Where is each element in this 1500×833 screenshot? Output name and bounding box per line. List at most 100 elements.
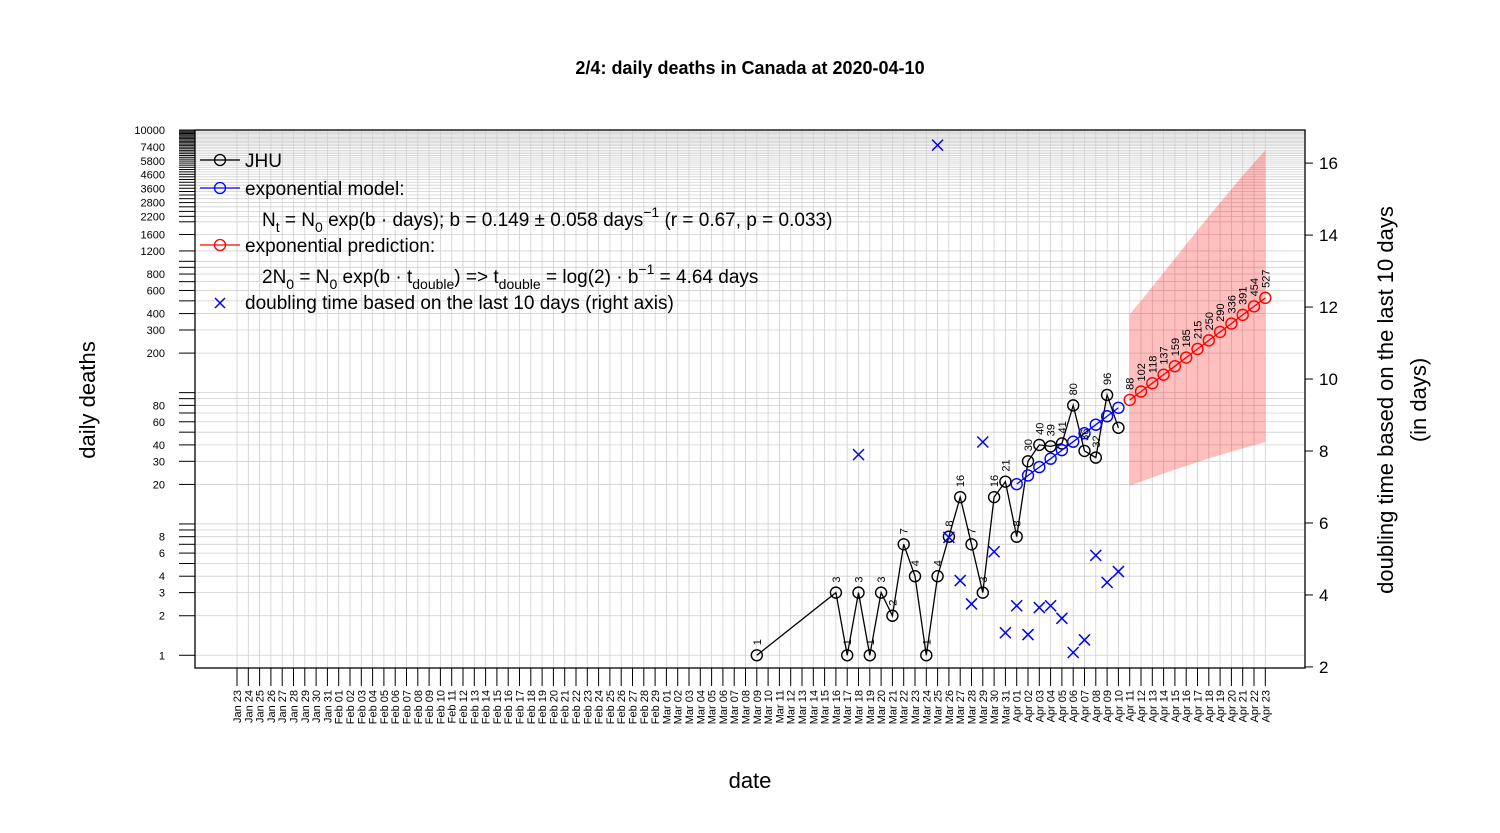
x-tick-label: Feb 15 xyxy=(492,690,504,724)
right-axis: 2 4 6 8 10 12 14 16 xyxy=(1305,154,1338,677)
x-axis-title: date xyxy=(729,768,772,793)
jhu-data-label: 1 xyxy=(865,639,877,645)
doubling-cross xyxy=(852,448,865,461)
jhu-data-label: 2 xyxy=(887,600,899,606)
doubling-cross xyxy=(1067,646,1080,659)
prediction-point xyxy=(1259,291,1272,305)
jhu-data-label: 4 xyxy=(933,560,945,566)
chart-title: 2/4: daily deaths in Canada at 2020-04-1… xyxy=(575,58,924,78)
x-tick-label: Mar 10 xyxy=(763,690,775,724)
legend-label-model: exponential model: xyxy=(245,179,405,200)
y2-tick-label: 8 xyxy=(1319,442,1328,461)
x-tick-label: Feb 07 xyxy=(402,690,414,724)
y-tick-label: 1200 xyxy=(141,246,165,258)
model-point xyxy=(1100,410,1114,423)
prediction-point xyxy=(1202,334,1216,347)
x-tick-label: Feb 03 xyxy=(356,690,368,724)
jhu-point xyxy=(1078,444,1091,458)
prediction-data-label: 137 xyxy=(1159,346,1171,364)
prediction-point xyxy=(1179,351,1193,364)
x-tick-label: Jan 24 xyxy=(243,690,255,723)
y-tick-label: 3 xyxy=(159,588,165,600)
model-point xyxy=(1078,427,1091,440)
model-point xyxy=(1044,452,1057,465)
x-tick-label: Apr 18 xyxy=(1204,690,1216,722)
legend-symbol-jhu xyxy=(213,153,227,167)
y-tick-label: 2200 xyxy=(141,211,165,223)
x-tick-label: Jan 29 xyxy=(300,690,312,723)
x-tick-label: Apr 12 xyxy=(1136,690,1148,722)
x-tick-label: Mar 01 xyxy=(661,690,673,724)
x-tick-label: Feb 14 xyxy=(481,690,493,724)
x-tick-label: Mar 17 xyxy=(842,690,854,724)
x-tick-label: Feb 21 xyxy=(560,690,572,724)
x-tick-label: Mar 20 xyxy=(876,690,888,724)
x-tick-label: Apr 05 xyxy=(1057,690,1069,722)
x-tick-label: Mar 25 xyxy=(933,690,945,724)
prediction-data-label: 159 xyxy=(1170,338,1182,356)
prediction-data-label: 215 xyxy=(1193,321,1205,339)
x-tick-label: Feb 23 xyxy=(582,690,594,724)
jhu-data-label: 21 xyxy=(1000,459,1012,471)
prediction-point xyxy=(1191,342,1204,356)
prediction-point xyxy=(1225,317,1238,330)
jhu-data-label: 3 xyxy=(831,576,843,582)
x-tick-label: Apr 02 xyxy=(1023,690,1035,722)
x-tick-label: Apr 09 xyxy=(1102,690,1114,722)
x-tick-label: Apr 19 xyxy=(1215,690,1227,722)
prediction-data-label: 185 xyxy=(1181,329,1193,347)
y-tick-label: 7400 xyxy=(141,142,165,154)
jhu-data-label: 3 xyxy=(854,576,866,582)
doubling-cross xyxy=(1101,576,1114,589)
x-tick-label: Mar 29 xyxy=(978,690,990,724)
jhu-data-label: 4 xyxy=(910,560,922,566)
jhu-data-label: 16 xyxy=(955,475,967,487)
doubling-cross xyxy=(1078,633,1091,646)
jhu-point xyxy=(908,570,922,583)
x-tick-label: Feb 01 xyxy=(334,690,346,724)
jhu-point xyxy=(1021,455,1035,468)
doubling-cross xyxy=(1089,549,1102,562)
x-tick-label: Feb 12 xyxy=(458,690,470,724)
x-tick-label: Mar 16 xyxy=(831,690,843,724)
x-tick-label: Feb 18 xyxy=(526,690,538,724)
doubling-cross xyxy=(999,626,1012,639)
y-tick-label: 10000 xyxy=(134,125,165,137)
jhu-data-label: 1 xyxy=(921,639,933,645)
x-tick-label: Mar 27 xyxy=(955,690,967,724)
x-tick-label: Feb 06 xyxy=(390,690,402,724)
x-tick-label: Mar 30 xyxy=(989,690,1001,724)
x-tick-label: Jan 28 xyxy=(289,690,301,723)
y-tick-label: 600 xyxy=(147,285,165,297)
x-tick-label: Mar 23 xyxy=(910,690,922,724)
prediction-data-label: 250 xyxy=(1204,312,1216,330)
x-tick-label: Mar 15 xyxy=(820,690,832,724)
y2-tick-label: 14 xyxy=(1319,226,1338,245)
y-tick-label: 4 xyxy=(159,571,165,583)
x-tick-label: Mar 26 xyxy=(944,690,956,724)
y2-tick-label: 10 xyxy=(1319,370,1338,389)
jhu-data-label: 1 xyxy=(752,639,764,645)
x-tick-label: Feb 24 xyxy=(594,690,606,724)
x-tick-label: Feb 09 xyxy=(424,690,436,724)
x-tick-label: Apr 13 xyxy=(1147,690,1159,722)
jhu-data-label: 32 xyxy=(1091,435,1103,447)
x-tick-label: Jan 30 xyxy=(311,690,323,723)
jhu-point xyxy=(987,490,1001,504)
prediction-data-label: 118 xyxy=(1147,356,1159,374)
x-tick-label: Mar 09 xyxy=(752,690,764,724)
x-tick-label: Apr 14 xyxy=(1159,690,1171,722)
y2-tick-label: 2 xyxy=(1319,658,1328,677)
x-tick-label: Apr 17 xyxy=(1193,690,1205,722)
prediction-data-label: 336 xyxy=(1226,295,1238,313)
x-tick-label: Feb 11 xyxy=(447,690,459,723)
model-point xyxy=(1066,435,1080,448)
doubling-cross xyxy=(1033,601,1046,614)
x-tick-label: Jan 26 xyxy=(266,690,278,723)
grid xyxy=(195,129,1305,668)
jhu-data-label: 41 xyxy=(1057,421,1069,433)
x-tick-label: Mar 08 xyxy=(741,690,753,724)
jhu-point xyxy=(942,530,956,543)
x-tick-label: Feb 05 xyxy=(379,690,391,724)
